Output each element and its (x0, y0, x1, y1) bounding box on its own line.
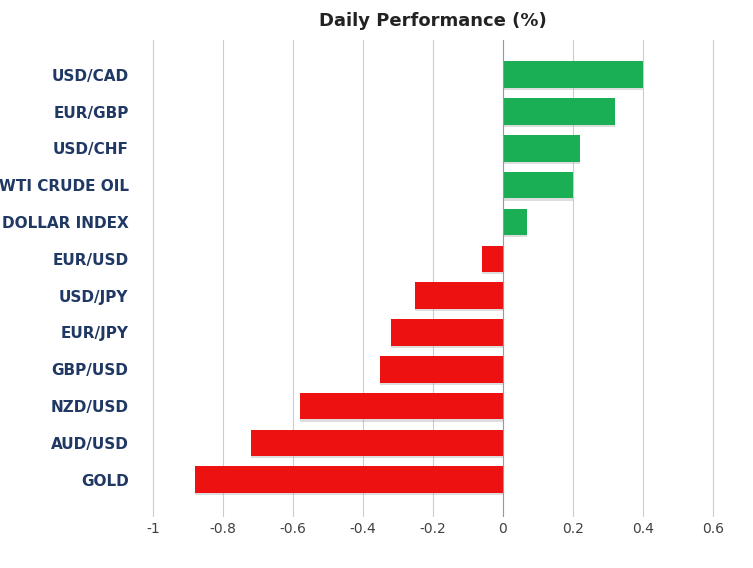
Bar (251, 429, 503, 456)
Bar (391, 321, 503, 348)
Bar (503, 135, 580, 162)
Bar (251, 432, 503, 458)
Bar (503, 208, 527, 235)
Bar (300, 395, 503, 421)
Bar (416, 285, 503, 311)
Bar (482, 248, 503, 274)
Bar (503, 64, 643, 90)
Bar (416, 282, 503, 309)
Bar (503, 211, 527, 237)
Bar (300, 393, 503, 419)
Bar (391, 319, 503, 346)
Bar (380, 358, 503, 385)
Title: Daily Performance (%): Daily Performance (%) (319, 12, 547, 30)
Bar (503, 61, 643, 88)
Bar (503, 172, 573, 198)
Bar (503, 98, 615, 125)
Bar (503, 137, 580, 164)
Bar (503, 174, 573, 201)
Bar (195, 469, 503, 495)
Bar (503, 101, 615, 127)
Bar (482, 245, 503, 272)
Bar (380, 356, 503, 382)
Bar (195, 466, 503, 493)
